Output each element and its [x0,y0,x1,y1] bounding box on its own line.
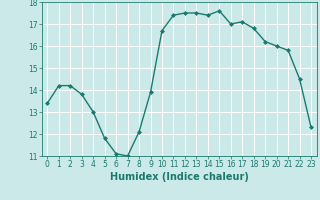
X-axis label: Humidex (Indice chaleur): Humidex (Indice chaleur) [110,172,249,182]
